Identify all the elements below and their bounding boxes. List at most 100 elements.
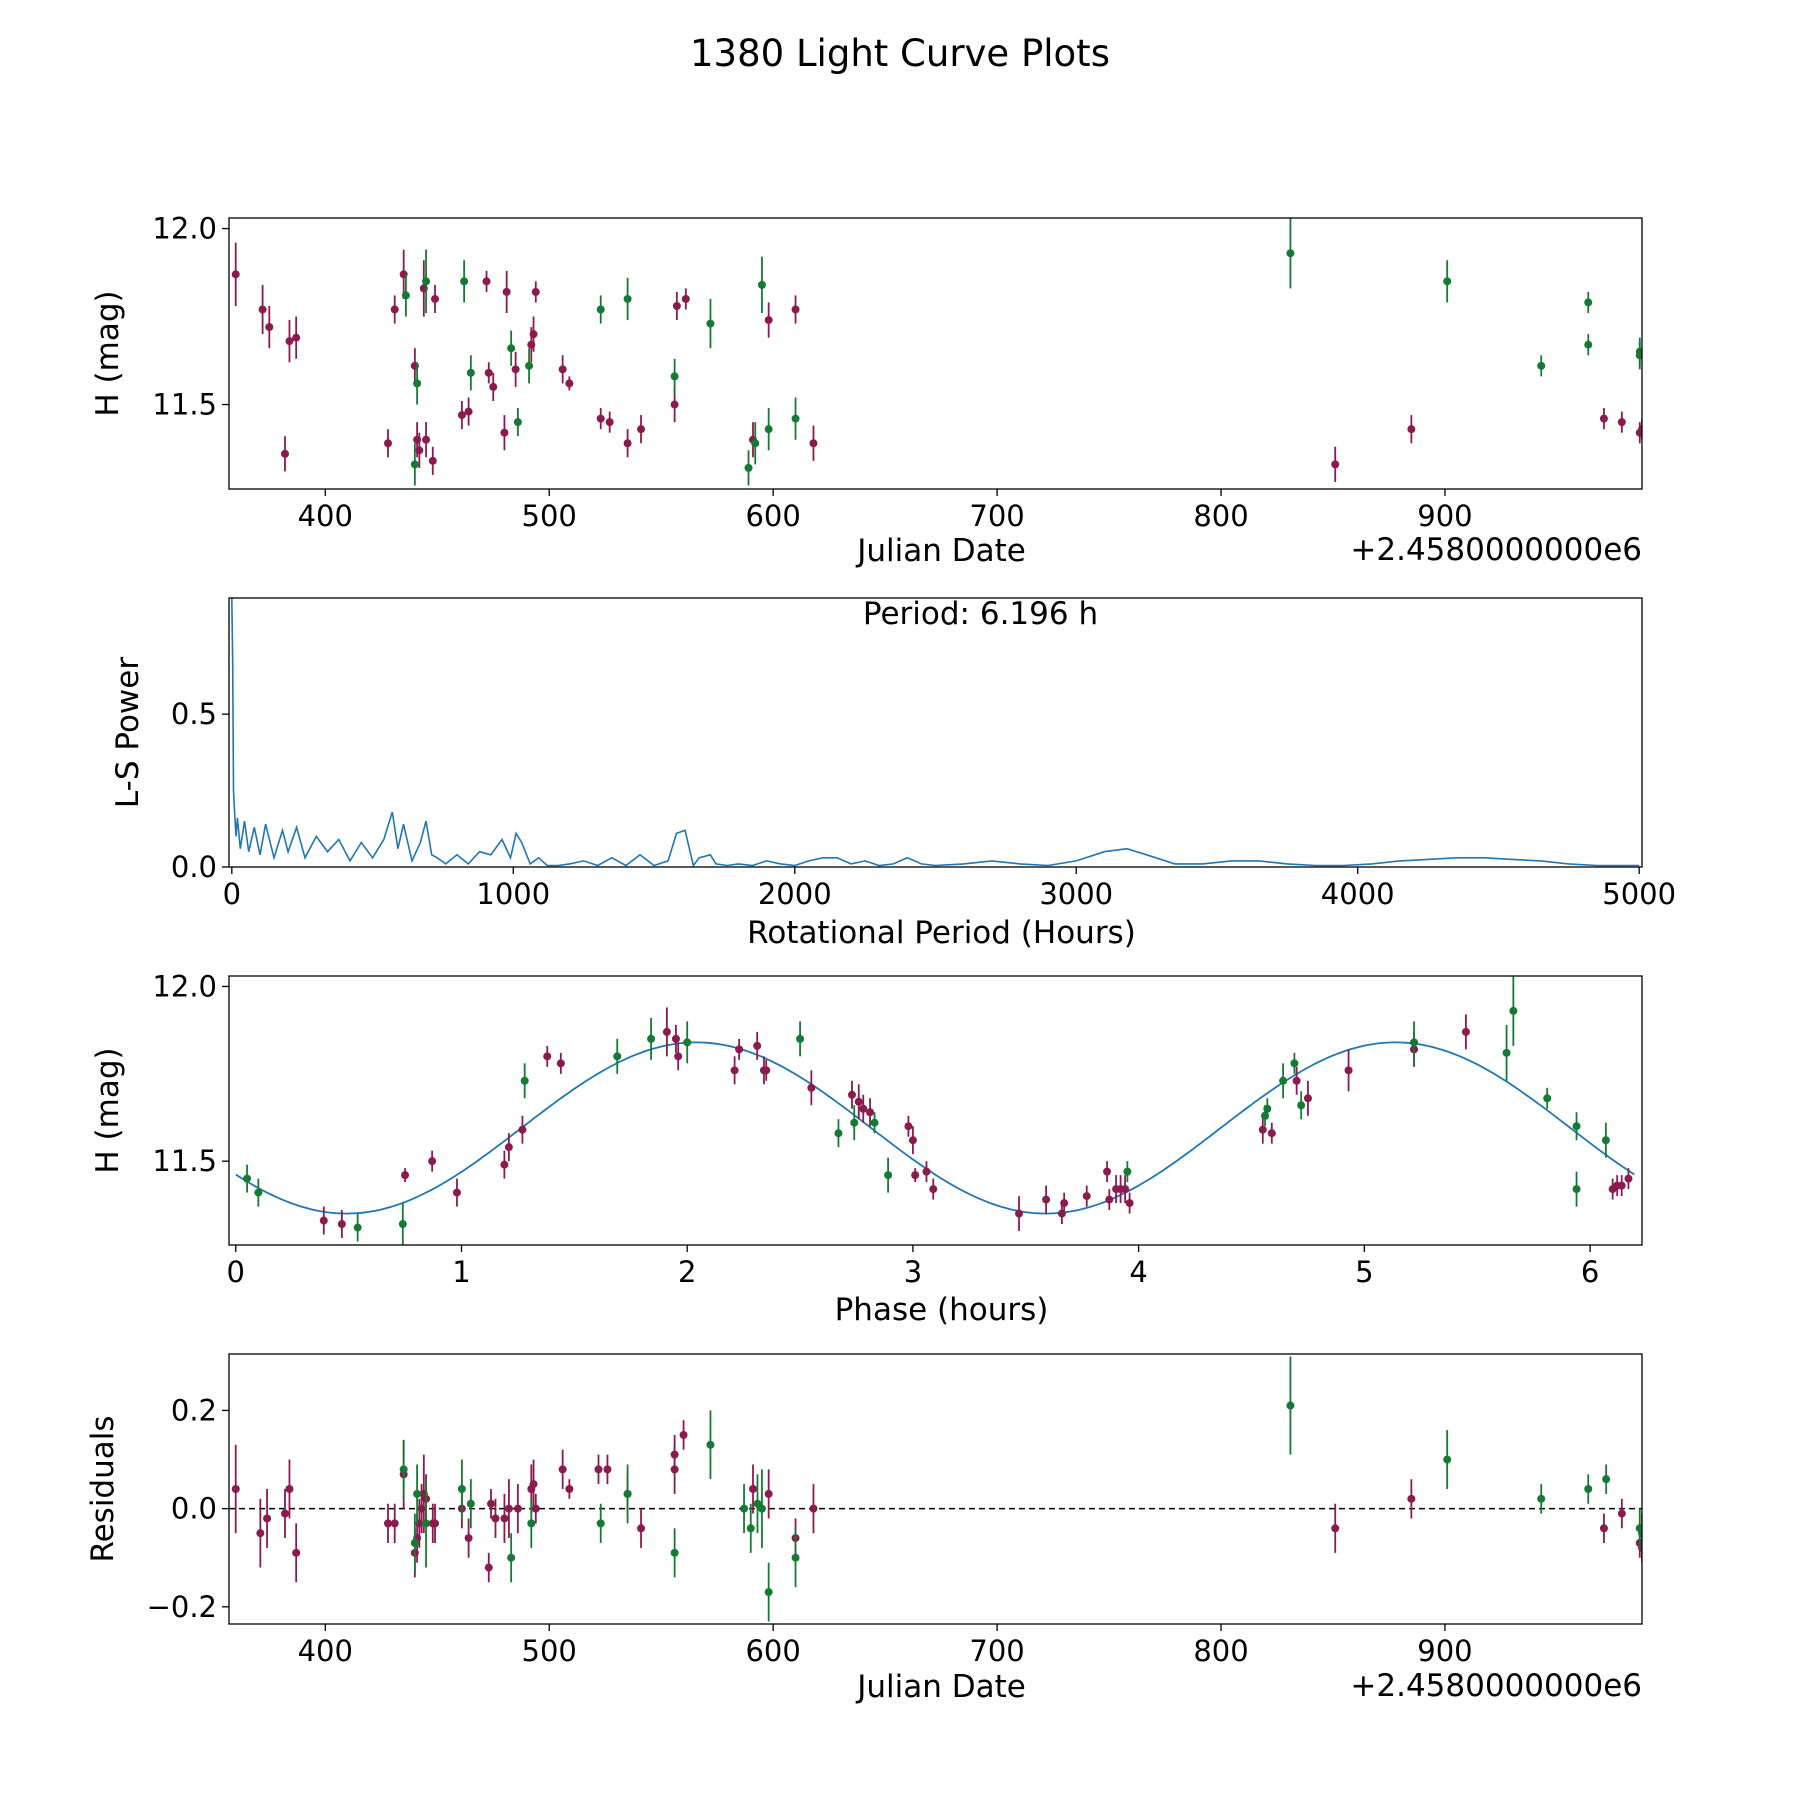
x-axis-label: Julian Date <box>855 533 1026 569</box>
data-point-green <box>466 1499 475 1508</box>
data-point-green <box>1297 1101 1306 1110</box>
data-point-purple <box>730 1066 739 1075</box>
y-tick-label: −0.2 <box>147 1590 217 1624</box>
y-tick-label: 0.0 <box>171 850 217 884</box>
data-point-green <box>1584 340 1593 349</box>
data-point-purple <box>464 407 473 416</box>
data-point-purple <box>671 1034 680 1043</box>
data-point-purple <box>809 439 818 448</box>
y-tick-label: 0.5 <box>171 697 217 731</box>
data-point-purple <box>390 305 399 314</box>
data-point-purple <box>764 1489 773 1498</box>
x-axis-label: Julian Date <box>855 1669 1026 1705</box>
data-point-purple <box>847 1090 856 1099</box>
data-point-green <box>796 1034 805 1043</box>
data-point-purple <box>1617 1181 1626 1190</box>
data-point-purple <box>1042 1195 1051 1204</box>
data-point-green <box>623 1489 632 1498</box>
data-point-purple <box>594 1465 603 1474</box>
x-tick-label: 4 <box>1129 1255 1147 1289</box>
y-tick-label: 12.0 <box>152 969 217 1003</box>
data-point-purple <box>482 277 491 286</box>
data-point-purple <box>531 1504 540 1513</box>
data-point-purple <box>623 439 632 448</box>
data-point-green <box>670 1548 679 1557</box>
y-axis-label: H (mag) <box>90 290 126 416</box>
data-point-purple <box>504 1143 513 1152</box>
data-point-purple <box>464 1534 473 1543</box>
data-point-green <box>1572 1185 1581 1194</box>
data-point-purple <box>681 294 690 303</box>
data-point-purple <box>1331 460 1340 469</box>
data-point-purple <box>674 1052 683 1061</box>
data-point-purple <box>431 1519 440 1528</box>
periodogram-line <box>231 598 1640 867</box>
data-point-green <box>1601 1136 1610 1145</box>
data-point-purple <box>422 435 431 444</box>
data-point-purple <box>1638 425 1642 434</box>
data-point-green <box>613 1052 622 1061</box>
data-point-green <box>513 418 522 427</box>
x-tick-label: 600 <box>745 499 800 533</box>
x-tick-label: 800 <box>1193 499 1248 533</box>
data-point-green <box>1410 1038 1419 1047</box>
data-point-purple <box>1060 1199 1069 1208</box>
data-point-green <box>466 368 475 377</box>
y-axis-label: Residuals <box>85 1415 121 1562</box>
data-point-purple <box>285 1485 294 1493</box>
data-point-purple <box>565 1485 574 1493</box>
fit-curve <box>235 1041 1635 1215</box>
data-point-purple <box>809 1504 818 1513</box>
data-point-purple <box>929 1185 938 1194</box>
data-point-green <box>243 1174 252 1183</box>
data-point-purple <box>1103 1167 1112 1176</box>
data-point-green <box>1509 1006 1518 1015</box>
data-point-purple <box>484 368 493 377</box>
data-point-green <box>706 1440 715 1449</box>
data-point-green <box>399 1465 408 1474</box>
data-point-purple <box>511 365 520 374</box>
data-point-purple <box>258 305 267 314</box>
data-point-green <box>413 379 422 388</box>
data-point-purple <box>231 1485 240 1493</box>
data-point-purple <box>1125 1199 1134 1208</box>
data-point-green <box>596 305 605 314</box>
data-point-purple <box>672 301 681 310</box>
data-point-purple <box>1599 414 1608 423</box>
data-point-purple <box>383 439 392 448</box>
data-point-green <box>1286 1401 1295 1410</box>
data-point-purple <box>484 1563 493 1572</box>
data-point-green <box>764 425 773 434</box>
x-tick-label: 900 <box>1417 499 1472 533</box>
data-point-purple <box>1331 1524 1340 1533</box>
data-point-purple <box>1267 1129 1276 1138</box>
data-point-purple <box>556 1059 565 1068</box>
data-point-purple <box>762 1066 771 1075</box>
data-point-green <box>1602 1475 1611 1484</box>
data-point-purple <box>1015 1209 1024 1218</box>
data-point-purple <box>1617 1509 1626 1518</box>
x-tick-label: 0 <box>223 877 241 911</box>
y-axis-label: L-S Power <box>110 657 146 808</box>
data-point-purple <box>500 428 509 437</box>
x-axis-label: Rotational Period (Hours) <box>747 915 1136 951</box>
data-point-green <box>746 1524 755 1533</box>
figure-title: 1380 Light Curve Plots <box>690 32 1110 75</box>
data-point-green <box>1263 1104 1272 1113</box>
data-point-purple <box>735 1045 744 1054</box>
data-point-purple <box>911 1171 920 1180</box>
data-point-purple <box>280 449 289 458</box>
data-point-purple <box>1617 418 1626 427</box>
data-point-green <box>1635 351 1642 360</box>
x-tick-label: 4000 <box>1321 877 1395 911</box>
data-point-purple <box>401 1171 410 1180</box>
data-point-green <box>527 1519 536 1528</box>
data-point-green <box>1638 1529 1642 1538</box>
data-point-purple <box>1303 1094 1312 1103</box>
data-point-purple <box>922 1167 931 1176</box>
data-point-purple <box>753 1041 762 1050</box>
data-point-green <box>1572 1122 1581 1131</box>
data-point-purple <box>256 1529 265 1538</box>
data-point-purple <box>596 414 605 423</box>
data-point-purple <box>603 1465 612 1474</box>
